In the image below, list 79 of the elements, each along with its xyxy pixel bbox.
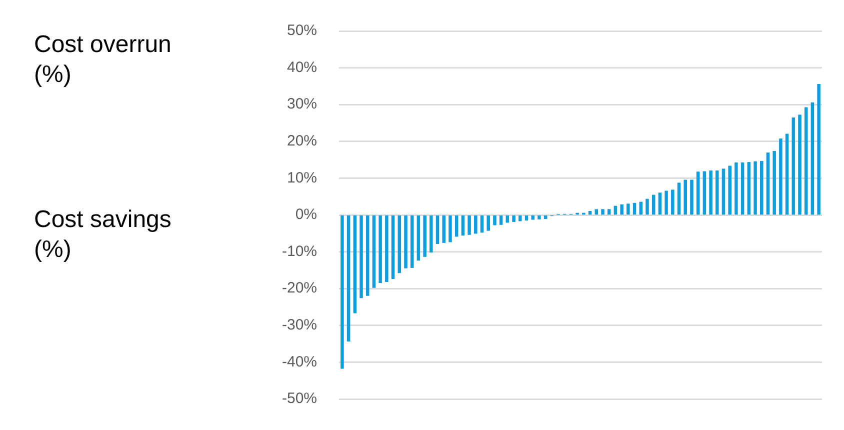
bar — [722, 168, 726, 215]
bar — [639, 202, 643, 215]
bar — [798, 114, 802, 215]
y-tick-label: 10% — [286, 169, 318, 186]
bar — [620, 204, 624, 215]
bar — [340, 215, 344, 369]
bar — [766, 152, 770, 215]
y-tick-label: 30% — [286, 96, 318, 113]
bar — [684, 180, 687, 215]
y-tick-label: -50% — [282, 390, 318, 408]
y-tick-label: -40% — [282, 353, 318, 370]
bar — [448, 215, 452, 242]
bar — [436, 215, 440, 244]
bar — [740, 162, 744, 215]
bar — [531, 215, 534, 220]
bar — [391, 215, 395, 279]
bar — [442, 215, 446, 243]
bar — [346, 215, 350, 342]
y-tick-label: 0% — [295, 206, 318, 224]
bar — [716, 170, 719, 215]
bar — [499, 215, 503, 225]
bar — [594, 209, 598, 215]
bar — [702, 171, 706, 215]
bar — [601, 209, 604, 215]
bar — [518, 215, 522, 222]
bar — [817, 84, 820, 215]
bar — [652, 194, 656, 215]
bar — [664, 190, 668, 215]
bar — [404, 215, 408, 268]
bar — [779, 138, 782, 215]
y-tick-label: -10% — [282, 242, 318, 260]
bar — [810, 102, 814, 215]
bar — [626, 204, 630, 215]
bar — [366, 215, 370, 296]
bar — [512, 215, 516, 222]
bar — [658, 192, 662, 215]
bar — [709, 170, 712, 215]
bar — [423, 215, 426, 257]
bar — [792, 118, 796, 215]
bar — [646, 198, 649, 215]
bar — [410, 215, 414, 268]
bar — [785, 134, 789, 215]
y-tick-label: -30% — [282, 316, 318, 334]
bar — [632, 202, 636, 215]
bar — [430, 215, 433, 252]
text: Cost overrun (%) — [34, 30, 172, 90]
bar — [524, 215, 528, 220]
bar — [696, 172, 700, 215]
bar — [474, 215, 478, 234]
bar — [754, 161, 757, 215]
bar — [538, 215, 541, 220]
bar — [607, 209, 611, 215]
bar — [804, 107, 808, 215]
bar — [461, 215, 465, 236]
bar — [468, 215, 471, 235]
bar — [398, 215, 402, 274]
y-tick-label: 20% — [286, 132, 318, 150]
y-tick-label: -20% — [282, 280, 318, 297]
bar — [385, 215, 388, 282]
bar — [677, 182, 681, 215]
bar — [416, 215, 420, 261]
bar — [493, 215, 496, 226]
bar — [486, 215, 490, 231]
bar — [454, 215, 458, 237]
bar — [360, 215, 363, 298]
bar — [480, 215, 484, 233]
bar — [671, 190, 674, 215]
y-tick-label: 50% — [286, 22, 318, 40]
bar — [728, 166, 732, 215]
bar — [353, 215, 357, 314]
bar — [372, 215, 376, 288]
bar — [760, 160, 764, 215]
bar — [690, 180, 694, 215]
bar — [747, 162, 751, 215]
bar — [378, 215, 382, 284]
y-tick-label: 40% — [286, 58, 318, 76]
text: Cost savings (%) — [34, 205, 172, 265]
bar — [734, 162, 738, 215]
bar — [772, 151, 776, 215]
